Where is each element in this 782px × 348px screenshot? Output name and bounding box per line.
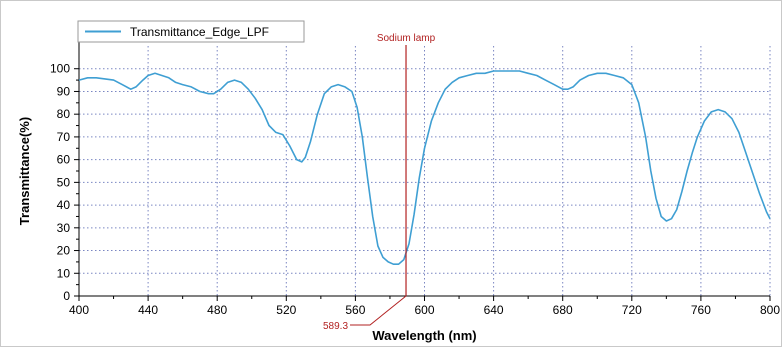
y-tick-label: 50 [57, 175, 71, 189]
legend-layer: Transmittance_Edge_LPF [77, 20, 305, 43]
y-tick-label: 60 [57, 153, 71, 167]
x-axis-title: Wavelength (nm) [372, 328, 476, 343]
x-tick-label: 480 [207, 303, 227, 317]
x-tick-label: 640 [484, 303, 504, 317]
legend-label: Transmittance_Edge_LPF [130, 25, 269, 39]
y-tick-label: 70 [57, 130, 71, 144]
y-tick-label: 80 [57, 107, 71, 121]
wavelength-value-label: 589.3 [323, 321, 348, 332]
x-tick-label: 680 [553, 303, 573, 317]
y-tick-label: 0 [63, 289, 70, 303]
x-tick-label: 560 [345, 303, 365, 317]
grid-layer [78, 46, 771, 297]
y-tick-label: 40 [57, 198, 71, 212]
x-tick-label: 800 [760, 303, 780, 317]
x-tick-label: 600 [414, 303, 434, 317]
value-leader-line [350, 295, 407, 326]
y-tick-label: 90 [57, 84, 71, 98]
legend: Transmittance_Edge_LPF [77, 20, 305, 43]
y-tick-label: 100 [50, 62, 70, 76]
series-line [78, 70, 771, 265]
sodium-lamp-label: Sodium lamp [377, 33, 436, 44]
label-layer: 400 440 480 520 560 600 640 680 720 760 800 0 10 20 30… [17, 62, 780, 343]
x-tick-label: 440 [138, 303, 158, 317]
x-tick-label: 720 [622, 303, 642, 317]
series-layer [78, 70, 771, 265]
axes-layer [74, 36, 771, 301]
x-tick-label: 520 [276, 303, 296, 317]
y-tick-label: 30 [57, 221, 71, 235]
legend-box [77, 20, 305, 43]
x-tick-label: 400 [69, 303, 89, 317]
y-tick-label: 20 [57, 244, 71, 258]
annotation-layer: Sodium lamp 589.3 [323, 33, 436, 332]
y-axis-title: Transmittance(%) [17, 117, 32, 225]
x-tick-label: 760 [691, 303, 711, 317]
y-tick-label: 10 [57, 266, 71, 280]
